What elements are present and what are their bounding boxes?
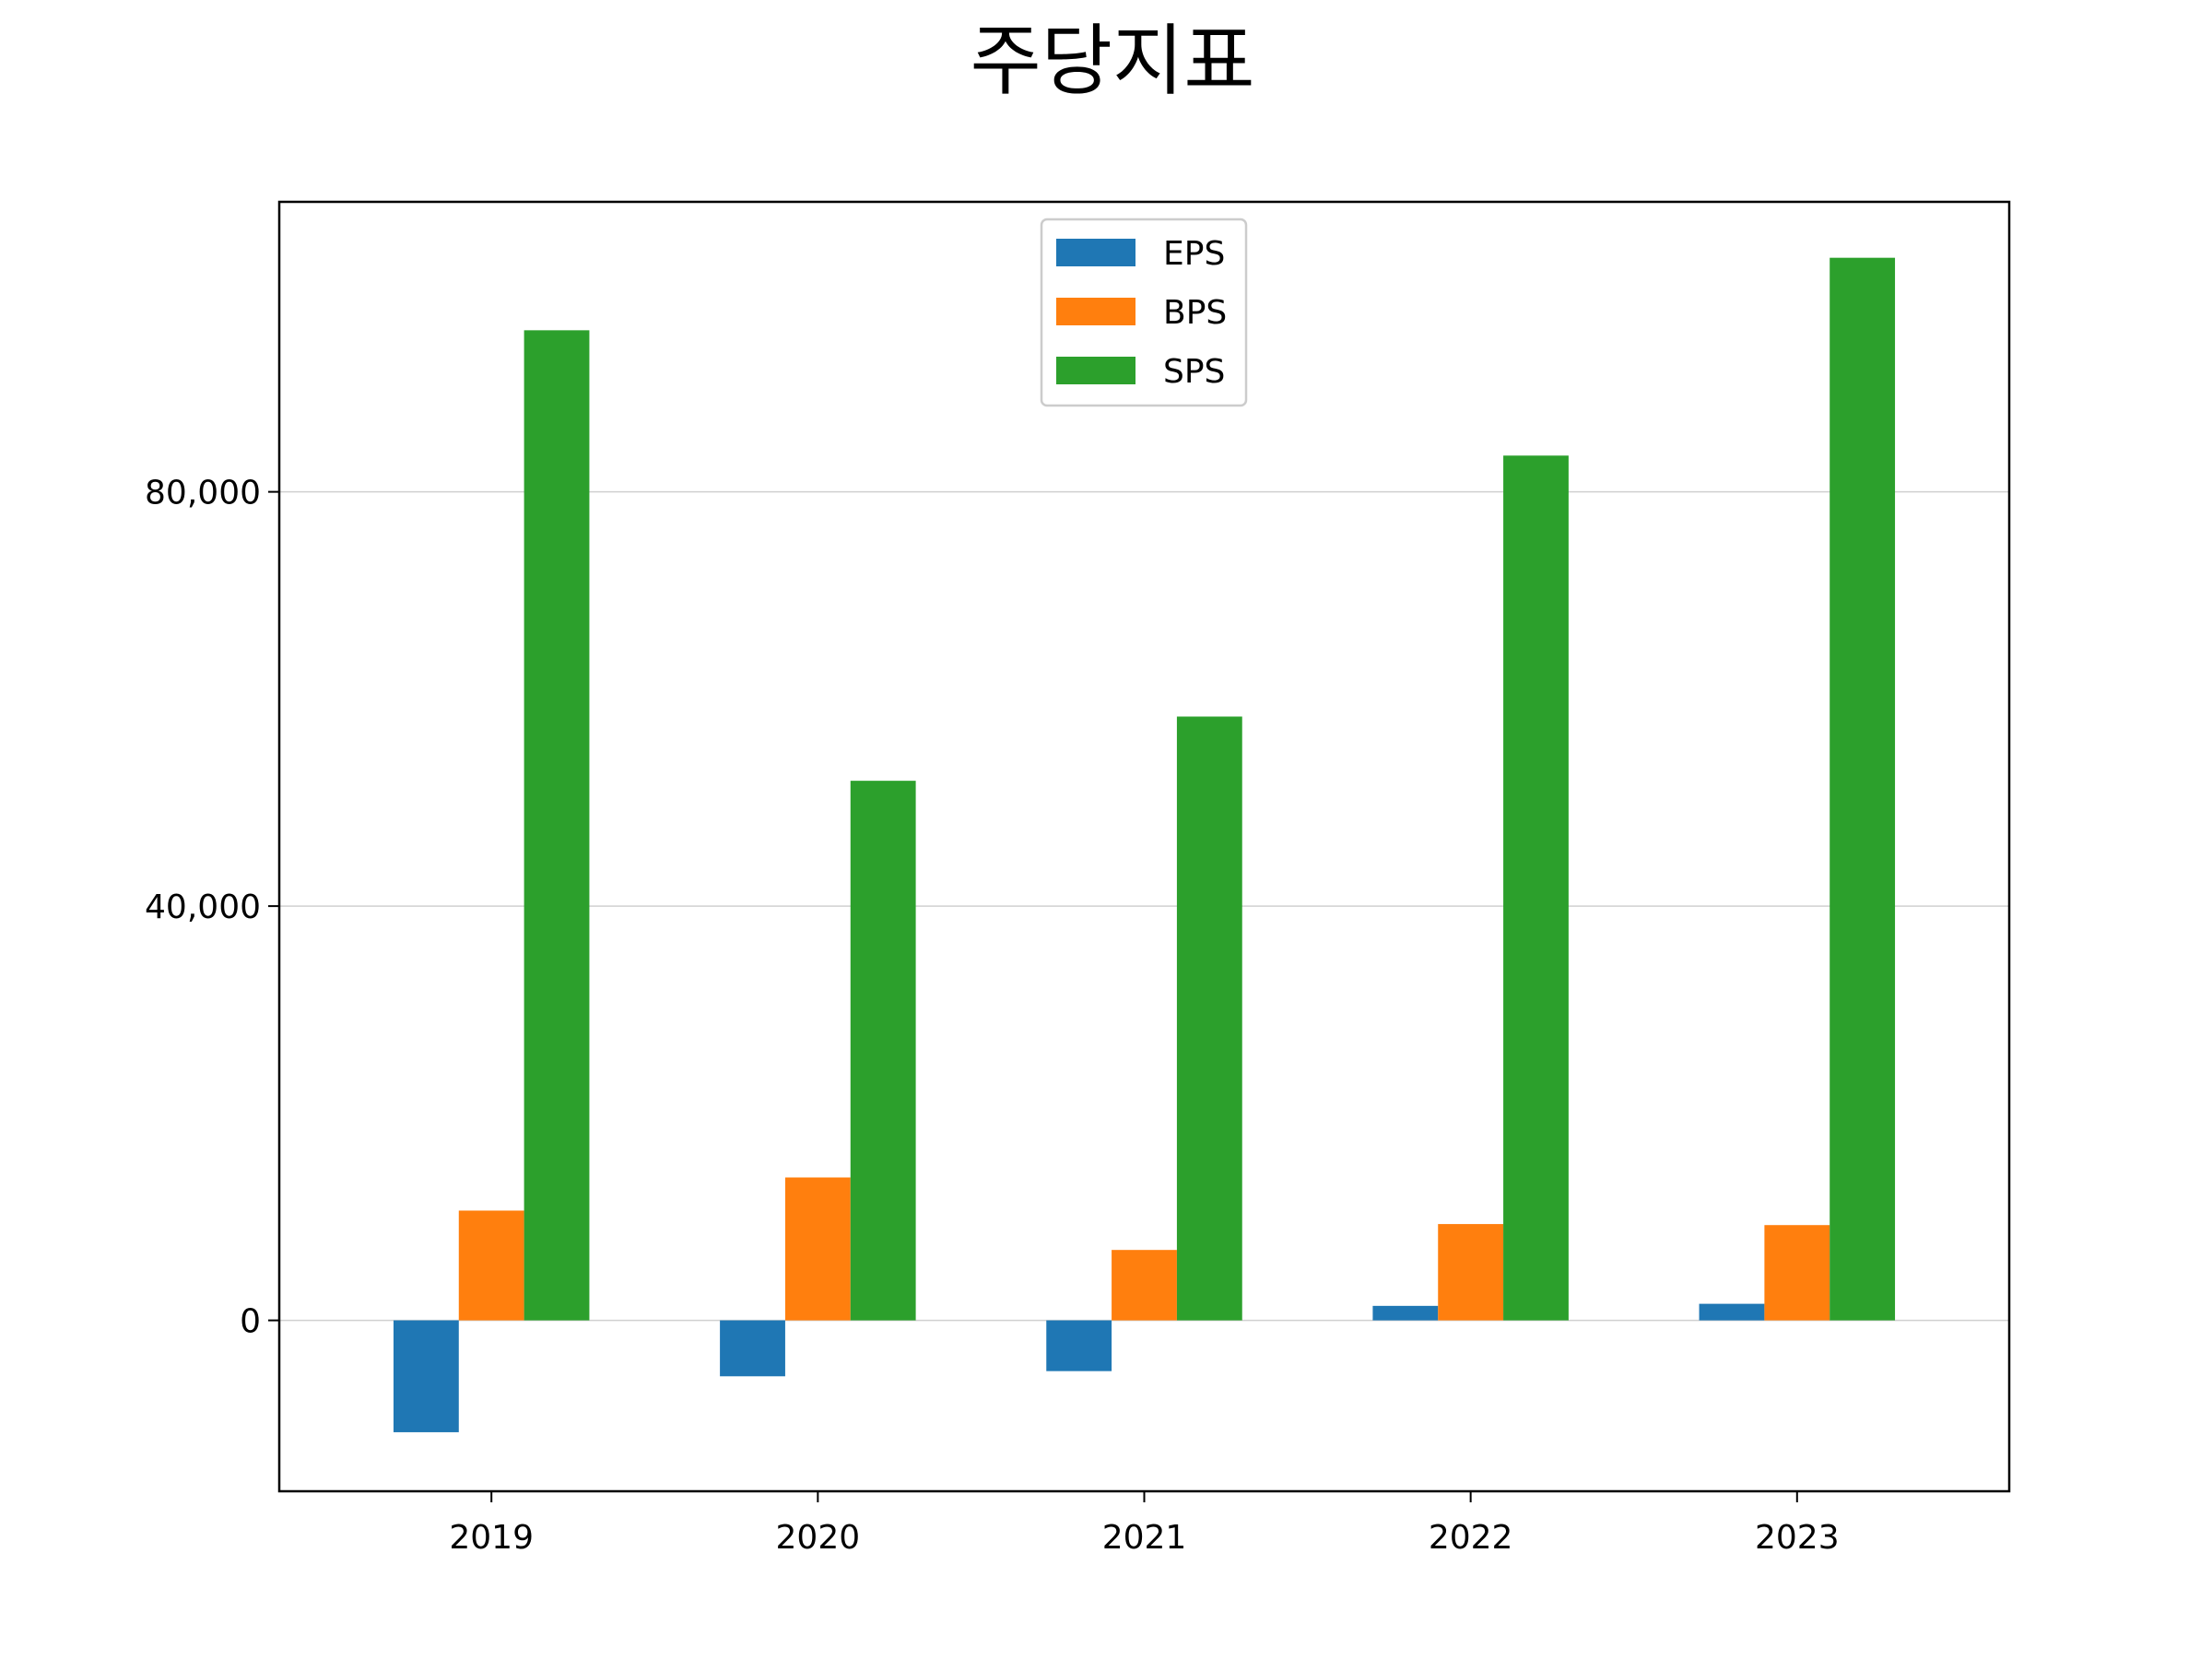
x-tick-label: 2020 [776, 1519, 861, 1557]
x-tick-label: 2019 [449, 1519, 534, 1557]
bars [393, 257, 1896, 1432]
y-tick-label: 0 [240, 1303, 261, 1341]
bar-bps-2019 [458, 1210, 524, 1321]
legend-swatch-sps [1056, 357, 1135, 384]
bar-bps-2022 [1438, 1224, 1504, 1321]
legend-swatch-eps [1056, 239, 1135, 266]
bar-bps-2023 [1764, 1225, 1830, 1321]
x-tick-label: 2022 [1429, 1519, 1513, 1557]
bar-eps-2020 [720, 1320, 785, 1377]
legend-swatch-bps [1056, 298, 1135, 325]
bar-bps-2021 [1112, 1250, 1177, 1321]
bar-sps-2023 [1830, 257, 1896, 1321]
bar-sps-2022 [1503, 455, 1569, 1321]
y-tick-label: 80,000 [145, 475, 261, 512]
axes: 0 40,000 80,000 2019 2020 2021 2022 2023 [145, 475, 1840, 1557]
legend: EPS BPS SPS [1040, 218, 1248, 407]
chart-title: 주당지표 [970, 16, 1254, 106]
bar-eps-2019 [393, 1320, 459, 1432]
y-tick-label: 40,000 [145, 888, 261, 926]
bar-bps-2020 [784, 1177, 851, 1321]
bar-eps-2023 [1699, 1303, 1765, 1321]
bar-eps-2022 [1372, 1305, 1439, 1321]
bar-sps-2019 [524, 330, 590, 1321]
bar-eps-2021 [1046, 1320, 1112, 1371]
legend-label-eps: EPS [1163, 235, 1225, 273]
x-tick-label: 2023 [1755, 1519, 1840, 1557]
x-tick-label: 2021 [1102, 1519, 1187, 1557]
legend-label-sps: SPS [1163, 353, 1225, 391]
bar-sps-2021 [1176, 716, 1242, 1321]
legend-label-bps: BPS [1163, 294, 1227, 332]
bar-sps-2020 [850, 781, 916, 1321]
